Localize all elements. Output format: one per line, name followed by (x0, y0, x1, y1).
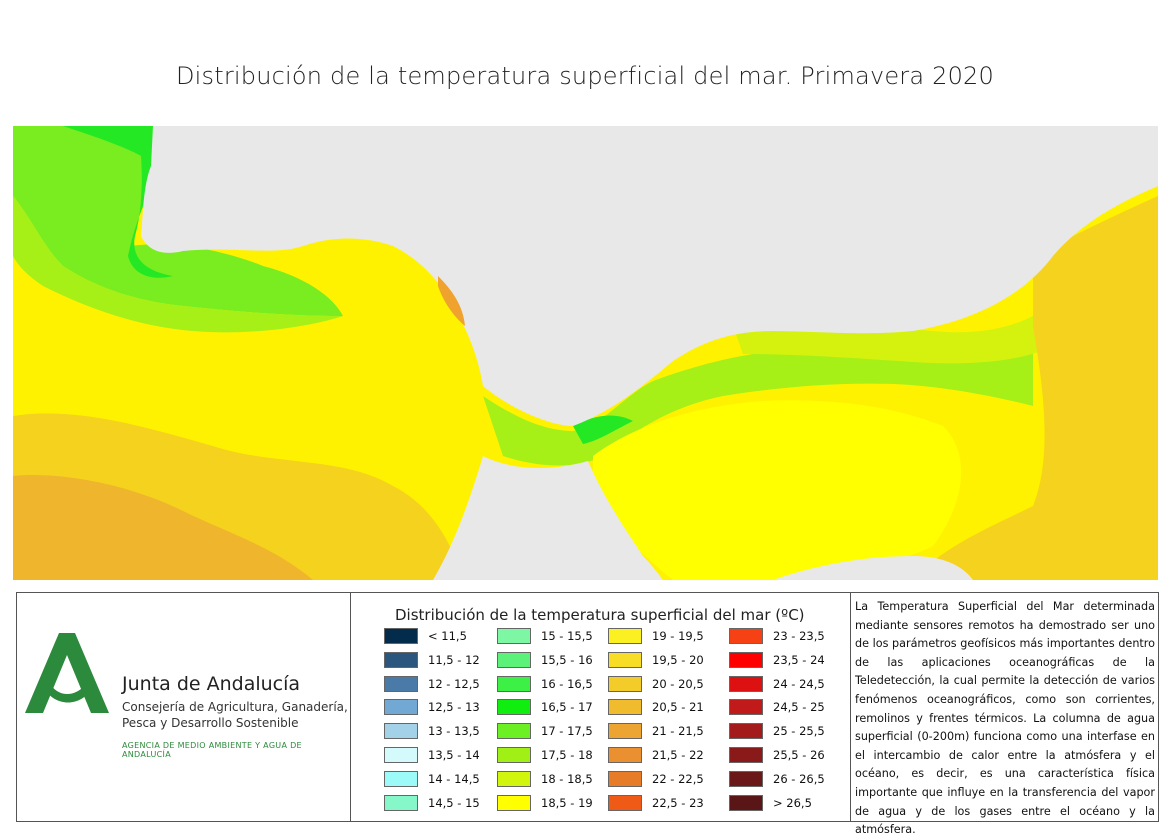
legend-swatch (608, 699, 642, 716)
land-algeria (773, 556, 973, 580)
org-dept-line1: Consejería de Agricultura, Ganadería, (122, 700, 348, 714)
legend-swatch (729, 723, 763, 740)
legend-swatch (608, 770, 642, 787)
legend-swatch (729, 747, 763, 763)
sst-map[interactable] (13, 126, 1158, 580)
legend-label: 25 - 25,5 (773, 724, 825, 739)
logo-panel: Junta de Andalucía Consejería de Agricul… (17, 593, 351, 821)
legend-label: 17 - 17,5 (541, 724, 593, 739)
legend-swatch (608, 651, 642, 668)
legend-label: 13 - 13,5 (428, 724, 480, 739)
legend-label: 12 - 12,5 (428, 676, 480, 691)
legend-swatch (497, 770, 531, 787)
org-dept-line2: Pesca y Desarrollo Sostenible (122, 716, 299, 730)
atlantic-green-plume (13, 126, 343, 316)
legend-swatch (384, 747, 418, 763)
legend-title: Distribución de la temperatura superfici… (395, 606, 805, 624)
legend-swatch (497, 675, 531, 692)
legend-swatch (384, 651, 418, 668)
legend-swatch (384, 723, 418, 740)
legend-swatch (384, 699, 418, 716)
logo-arc (45, 685, 91, 703)
upwelling-green (63, 126, 173, 278)
junta-andalucia-logo-icon (25, 633, 109, 713)
legend-label: 15,5 - 16 (541, 652, 593, 667)
legend-swatch (608, 723, 642, 740)
legend-swatch (729, 794, 763, 811)
coastal-warm-spot (438, 276, 465, 326)
legend-label: 22,5 - 23 (652, 795, 704, 810)
legend-swatch (384, 675, 418, 692)
legend-label: 16 - 16,5 (541, 676, 593, 691)
legend-swatch (497, 794, 531, 811)
legend-label: 11,5 - 12 (428, 652, 480, 667)
description-text: La Temperatura Superficial del Mar deter… (855, 600, 1155, 837)
legend-label: 25,5 - 26 (773, 748, 825, 762)
mid-green-band (13, 196, 343, 333)
org-name: Junta de Andalucía (122, 673, 301, 695)
legend-swatch (384, 794, 418, 811)
legend-label: 15 - 15,5 (541, 629, 593, 643)
legend-swatch (608, 675, 642, 692)
legend-swatch (729, 770, 763, 787)
legend-swatch (497, 699, 531, 716)
legend-swatch (497, 747, 531, 763)
legend-swatch (497, 651, 531, 668)
page-title: Distribución de la temperatura superfici… (175, 62, 994, 90)
legend-swatch (497, 723, 531, 740)
legend-label: 26 - 26,5 (773, 771, 825, 786)
alboran-gyre-green (573, 415, 633, 444)
warmer-sea-sw (13, 475, 313, 580)
legend-label: 21,5 - 22 (652, 748, 704, 762)
legend-label: 14 - 14,5 (428, 771, 480, 786)
strait-green (483, 341, 1033, 466)
legend-label: 22 - 22,5 (652, 771, 704, 786)
org-agency: AGENCIA DE MEDIO AMBIENTE Y AGUA DE ANDA… (122, 741, 302, 759)
legend-label: 19,5 - 20 (652, 652, 704, 667)
legend-label: 19 - 19,5 (652, 629, 704, 643)
info-panel: Junta de Andalucía Consejería de Agricul… (16, 592, 1159, 836)
channel-yellow (593, 400, 962, 580)
legend-label: 17,5 - 18 (541, 748, 593, 762)
legend-swatch (384, 628, 418, 644)
legend-label: 18 - 18,5 (541, 771, 593, 786)
legend-label: 14,5 - 15 (428, 795, 480, 810)
legend-label: 18,5 - 19 (541, 795, 593, 810)
legend-swatch (608, 794, 642, 811)
warm-sea-east (913, 196, 1158, 580)
legend-label: 24 - 24,5 (773, 676, 825, 691)
legend-label: 24,5 - 25 (773, 700, 825, 715)
legend-swatch (497, 628, 531, 644)
legend-swatch (729, 628, 763, 644)
legend-swatch (608, 747, 642, 763)
land-iberia-west (13, 126, 1158, 426)
legend-label: 12,5 - 13 (428, 700, 480, 715)
legend-swatch (729, 675, 763, 692)
legend-label: 20,5 - 21 (652, 700, 704, 715)
legend-swatch (608, 628, 642, 644)
legend-swatch (729, 651, 763, 668)
legend-panel: Distribución de la temperatura superfici… (351, 593, 851, 821)
legend-label: 20 - 20,5 (652, 676, 704, 691)
legend-label: 13,5 - 14 (428, 748, 480, 762)
legend-swatch (729, 699, 763, 716)
alboran-yellow-green (733, 306, 1053, 364)
legend-label: 21 - 21,5 (652, 724, 704, 739)
legend-label: 23,5 - 24 (773, 652, 825, 667)
legend-label: > 26,5 (773, 795, 812, 810)
legend-label: 23 - 23,5 (773, 629, 825, 643)
legend-label: 16,5 - 17 (541, 700, 593, 715)
land-morocco (433, 456, 663, 580)
legend-swatch (384, 770, 418, 787)
legend-label: < 11,5 (428, 629, 467, 643)
